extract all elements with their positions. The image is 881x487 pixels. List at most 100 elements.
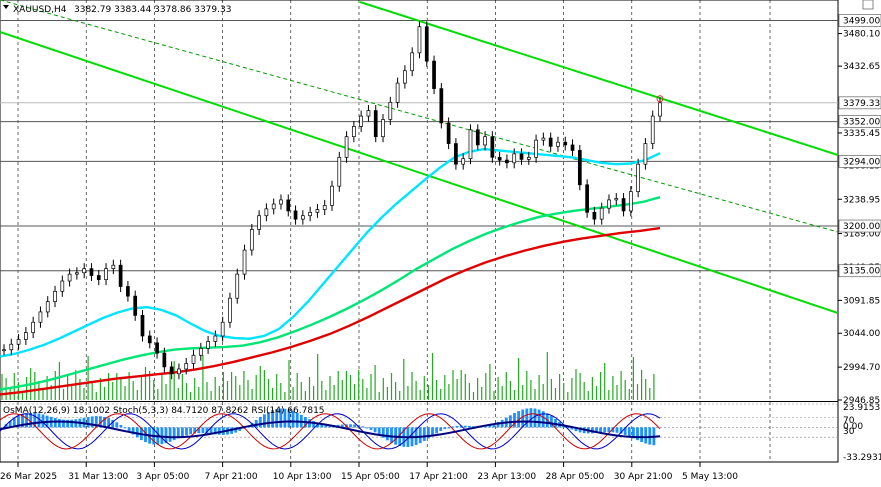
osma-bar — [168, 427, 172, 442]
osma-bar — [373, 427, 377, 433]
chart-corner-icon[interactable] — [862, 0, 874, 10]
osma-bar — [418, 427, 422, 444]
candle-body — [548, 137, 553, 147]
osma-bar — [324, 424, 328, 428]
osma-bar — [615, 427, 619, 433]
osma-bar — [189, 427, 192, 435]
candle-body — [206, 341, 210, 349]
candle-body — [147, 335, 152, 344]
osma-bar — [365, 427, 369, 429]
candle-body — [104, 268, 108, 280]
ema-fast-line — [0, 147, 661, 358]
osma-bar — [574, 427, 578, 432]
y-tick-label: 3480.10 — [843, 30, 880, 40]
osma-bar — [283, 408, 287, 428]
candle-body — [570, 144, 575, 151]
collapse-triangle-icon[interactable] — [3, 5, 9, 9]
osma-bar — [41, 414, 45, 428]
osma-bar — [271, 410, 274, 428]
osma-bar — [217, 427, 221, 435]
osma-bar — [234, 427, 238, 433]
channel-line — [359, 1, 838, 156]
oscillator-tick-label: -33.2931 — [843, 453, 881, 463]
oscillator-tick-label: 0.00 — [843, 422, 863, 432]
y-tick-label: 3238.95 — [843, 195, 880, 205]
time-axis: 26 Mar 2025 31 Mar 13:00 3 Apr 05:00 7 Apr … — [0, 462, 738, 482]
osma-bar — [279, 408, 283, 428]
osma-bar — [164, 427, 168, 444]
candle-body — [24, 332, 28, 340]
candle-body — [315, 209, 320, 213]
candle-body — [403, 70, 407, 84]
candle-body — [286, 199, 291, 212]
osma-bar — [644, 427, 648, 444]
candle-body — [650, 115, 655, 144]
osma-bar — [205, 427, 209, 434]
volume-bars — [1, 352, 655, 400]
osma-bar — [94, 416, 98, 428]
candle-body — [483, 136, 487, 146]
candle-body — [454, 143, 458, 165]
candle-body — [264, 208, 269, 217]
trend-channel — [0, 0, 838, 314]
level-tag — [838, 115, 881, 128]
osma-bar — [369, 427, 373, 430]
candle-body — [432, 60, 436, 89]
osma-bar — [525, 408, 529, 428]
x-tick-label: 28 Apr 05:00 — [546, 472, 605, 482]
osma-bar — [472, 426, 475, 428]
candle-body — [563, 141, 568, 146]
osma-bar — [550, 416, 553, 428]
channel-line — [0, 31, 838, 314]
osma-bar — [386, 427, 389, 441]
candle-body — [60, 280, 65, 292]
candle-body — [614, 198, 619, 201]
candle-body — [96, 275, 101, 280]
osma-bar — [58, 418, 61, 428]
candle-body — [330, 185, 334, 206]
candle-body — [191, 354, 196, 364]
osma-bar — [570, 427, 574, 430]
osma-bar — [209, 427, 213, 434]
y-tick-label: 3044.00 — [843, 329, 880, 339]
osma-bar — [12, 418, 16, 428]
candle-body — [475, 129, 480, 146]
x-tick-label: 5 May 13:00 — [682, 472, 738, 482]
level-tag — [838, 219, 881, 233]
level-tag-label: 3135.00 — [843, 267, 880, 277]
candle-body — [242, 249, 247, 275]
candle-body — [133, 295, 138, 316]
osma-bar — [513, 413, 516, 428]
vertical-grid — [17, 0, 771, 462]
osma-bar — [484, 425, 488, 428]
osma-bar — [193, 427, 197, 434]
osma-bar — [181, 427, 184, 437]
candle-body — [556, 141, 560, 147]
osma-bar — [107, 418, 110, 428]
osma-bar — [275, 409, 279, 428]
candle-body — [526, 156, 531, 160]
ohlc-values: 3382.79 3383.44 3378.86 3379.33 — [74, 5, 231, 15]
candle-body — [82, 268, 87, 274]
osma-bar — [537, 409, 541, 428]
osma-bar — [533, 408, 537, 428]
candle-body — [67, 273, 72, 282]
candle-body — [599, 207, 604, 220]
candle-body — [373, 110, 378, 138]
osma-bar — [70, 419, 74, 428]
candle-body — [177, 368, 181, 375]
y-tick-label: 3091.85 — [843, 296, 880, 306]
candle-body — [155, 342, 159, 354]
osma-bar — [636, 427, 639, 441]
y-tick-label: 2994.70 — [843, 363, 880, 373]
candle-body — [213, 335, 218, 342]
osma-bar — [632, 427, 635, 439]
candle-body — [439, 88, 444, 124]
osma-bar — [197, 427, 201, 434]
osma-bar — [17, 416, 20, 428]
osma-bar — [492, 423, 496, 428]
candle-body — [541, 137, 546, 141]
candle-body — [31, 321, 36, 333]
candle-body — [461, 158, 466, 165]
